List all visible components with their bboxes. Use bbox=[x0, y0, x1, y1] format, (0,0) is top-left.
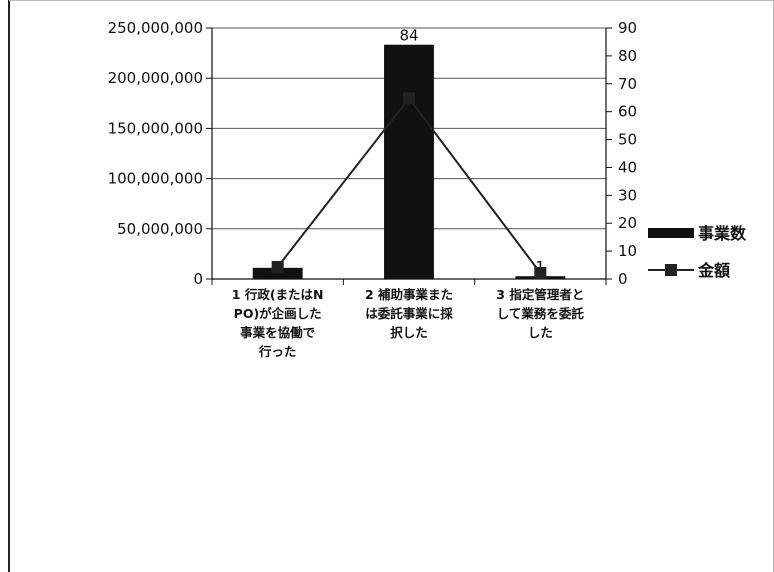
left-axis-tick-label: 100,000,000 bbox=[108, 170, 203, 188]
category-label: 行った bbox=[258, 344, 297, 359]
category-label: 事業を協働で bbox=[240, 325, 315, 340]
left-axis-tick-label: 200,000,000 bbox=[108, 69, 203, 87]
right-axis-tick-label: 40 bbox=[618, 158, 637, 176]
right-axis-tick-label: 20 bbox=[618, 214, 637, 232]
category-label: PO)が企画した bbox=[234, 306, 322, 321]
right-axis-tick-label: 60 bbox=[618, 103, 637, 121]
category-label: は委託事業に採 bbox=[365, 306, 453, 321]
bar bbox=[252, 267, 303, 279]
left-axis-tick-label: 150,000,000 bbox=[108, 119, 203, 137]
category-label: して業務を委託 bbox=[497, 306, 585, 321]
category-label: 2 補助事業また bbox=[365, 287, 453, 302]
right-axis-tick-label: 80 bbox=[618, 47, 637, 65]
left-axis-tick-label: 0 bbox=[193, 270, 203, 288]
right-axis-tick-label: 90 bbox=[618, 19, 637, 37]
right-axis-tick-label: 10 bbox=[618, 242, 637, 260]
bar-data-label: 84 bbox=[399, 27, 418, 45]
category-label: した bbox=[528, 325, 553, 340]
left-axis-tick-label: 50,000,000 bbox=[117, 220, 203, 238]
line-marker bbox=[403, 92, 415, 105]
right-axis-tick-label: 0 bbox=[618, 270, 628, 288]
right-axis-tick-label: 70 bbox=[618, 75, 637, 93]
right-axis-tick-label: 50 bbox=[618, 131, 637, 149]
legend-bar-swatch bbox=[648, 228, 694, 238]
bar bbox=[384, 44, 434, 279]
legend-label: 金額 bbox=[697, 261, 730, 280]
left-axis-tick-label: 250,000,000 bbox=[108, 19, 203, 37]
line-marker bbox=[534, 266, 547, 279]
category-label: 択した bbox=[390, 325, 428, 340]
right-axis-tick-label: 30 bbox=[618, 186, 637, 204]
category-label: 1 行政(またはN bbox=[232, 287, 324, 302]
legend-line-marker bbox=[665, 264, 677, 276]
legend-label: 事業数 bbox=[698, 224, 747, 243]
line-marker bbox=[271, 260, 284, 273]
category-label: 3 指定管理者と bbox=[496, 287, 584, 302]
